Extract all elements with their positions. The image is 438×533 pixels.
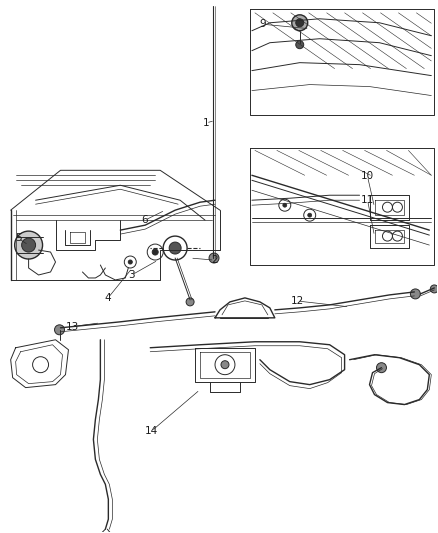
Circle shape (152, 249, 158, 255)
Text: 12: 12 (291, 296, 304, 306)
Circle shape (296, 19, 304, 27)
Text: 4: 4 (104, 293, 111, 303)
Circle shape (209, 253, 219, 263)
Text: 11: 11 (361, 195, 374, 205)
Text: 13: 13 (66, 321, 79, 332)
Circle shape (186, 298, 194, 306)
Text: 9: 9 (259, 19, 266, 29)
Text: 14: 14 (145, 426, 158, 436)
Circle shape (292, 15, 308, 31)
Circle shape (308, 213, 312, 217)
Text: 3: 3 (128, 270, 135, 280)
Circle shape (377, 362, 386, 373)
Circle shape (221, 361, 229, 369)
Circle shape (54, 325, 64, 335)
Circle shape (410, 289, 420, 299)
Text: 2: 2 (211, 255, 218, 265)
Text: 1: 1 (203, 118, 209, 128)
Circle shape (128, 260, 132, 264)
Circle shape (296, 41, 304, 49)
Text: 6: 6 (141, 215, 148, 225)
Circle shape (283, 203, 287, 207)
Circle shape (21, 238, 35, 252)
Circle shape (430, 285, 438, 293)
Text: 10: 10 (361, 171, 374, 181)
Text: 5: 5 (15, 233, 21, 244)
Circle shape (14, 231, 42, 259)
Circle shape (169, 242, 181, 254)
